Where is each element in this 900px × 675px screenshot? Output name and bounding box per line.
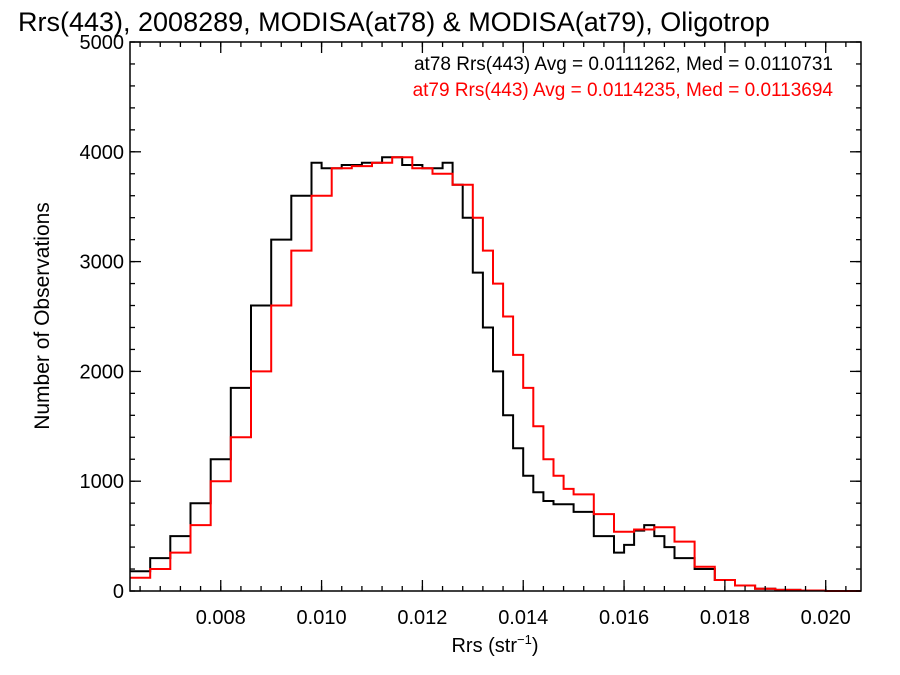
series-line-0 (130, 156, 861, 592)
annotation-at79: at79 Rrs(443) Avg = 0.0114235, Med = 0.0… (413, 80, 834, 101)
y-tick-label: 5000 (80, 32, 125, 54)
x-tick-label: 0.018 (700, 607, 750, 629)
series-layer (130, 156, 861, 592)
x-axis-label: Rrs (str−1) (451, 632, 538, 657)
x-tick-label: 0.008 (196, 607, 246, 629)
series-line-1 (130, 156, 861, 592)
y-axis-label: Number of Observations (31, 202, 54, 430)
annotation-at78: at78 Rrs(443) Avg = 0.0111262, Med = 0.0… (414, 54, 833, 75)
x-tick-label: 0.016 (599, 607, 649, 629)
x-axis-label-main: Rrs (str (451, 635, 517, 657)
plot-frame (129, 41, 862, 592)
x-tick-label: 0.010 (297, 607, 347, 629)
y-tick-label: 4000 (80, 142, 125, 164)
x-axis-label-tail: ) (532, 635, 539, 657)
y-tick-label: 1000 (80, 471, 125, 493)
x-tick-label: 0.020 (801, 607, 851, 629)
tick-layer: 0.008 0.010 0.012 0.014 0.016 0.018 0.020 0 1000… (80, 32, 861, 629)
y-tick-label: 3000 (80, 252, 125, 274)
x-tick-label: 0.014 (498, 607, 548, 629)
x-axis-label-sup: −1 (517, 632, 532, 647)
y-tick-label: 0 (113, 581, 124, 603)
y-tick-label: 2000 (80, 361, 125, 383)
chart-title: Rrs(443), 2008289, MODISA(at78) & MODISA… (18, 7, 770, 37)
x-tick-label: 0.012 (397, 607, 447, 629)
